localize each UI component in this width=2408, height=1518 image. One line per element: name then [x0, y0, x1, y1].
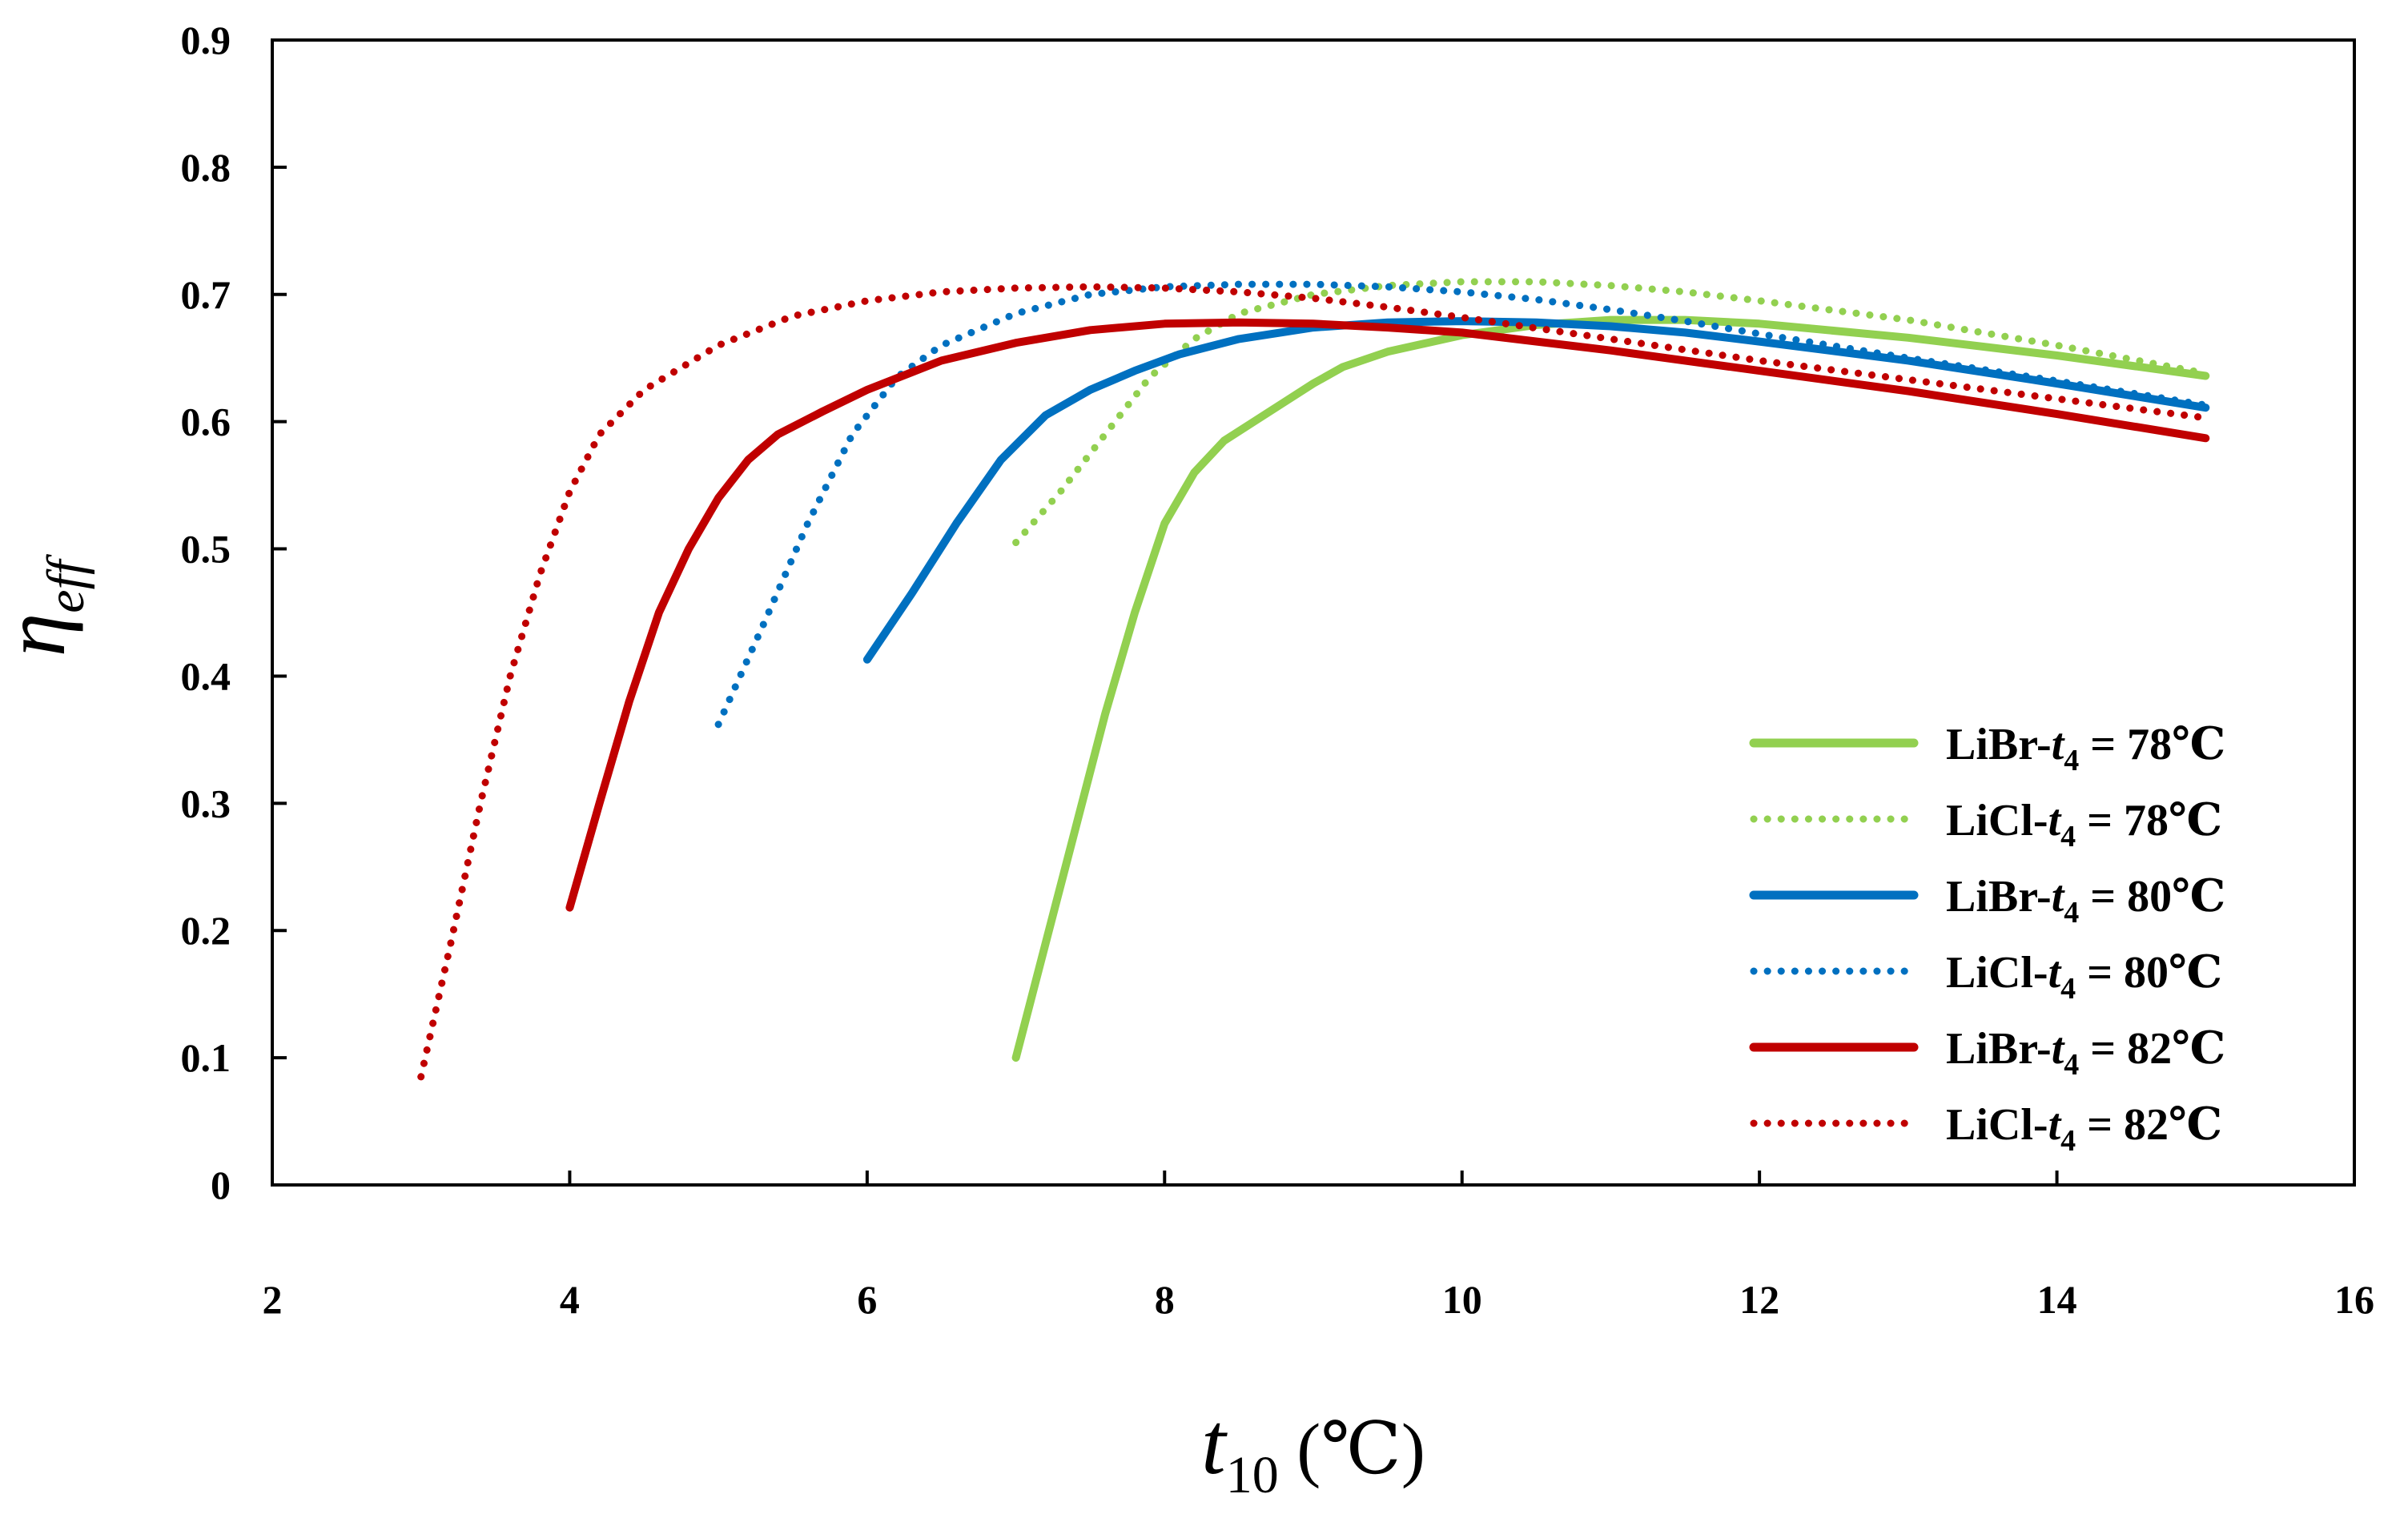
legend-label-4: LiBr-t4 = 82℃ — [1946, 1024, 2225, 1082]
x-tick-label: 14 — [2037, 1277, 2077, 1322]
x-axis-title-sub: 10 — [1226, 1446, 1279, 1504]
y-tick-label: 0.4 — [181, 653, 231, 698]
x-axis-title: t10 (℃) — [1201, 1395, 1425, 1504]
x-tick-label: 10 — [1442, 1277, 1482, 1322]
legend-label-prefix: LiBr- — [1946, 1024, 2052, 1074]
legend-label-prefix: LiCl- — [1946, 948, 2048, 998]
legend-label-1: LiCl-t4 = 78℃ — [1946, 796, 2222, 853]
legend-label-var: t — [2048, 1100, 2062, 1150]
y-tick-label: 0.6 — [181, 400, 231, 444]
x-tick-label: 6 — [857, 1277, 877, 1322]
legend-label-sub: 4 — [2064, 896, 2079, 930]
legend-label-suffix: = 78℃ — [2079, 720, 2225, 769]
y-tick-label: 0.2 — [181, 908, 231, 953]
series-line-0 — [1011, 315, 2210, 1062]
x-tick-label: 8 — [1155, 1277, 1175, 1322]
y-tick-label: 0.5 — [181, 527, 231, 572]
series-line-3 — [714, 280, 2209, 729]
x-tick-label: 16 — [2334, 1277, 2374, 1322]
legend-label-prefix: LiBr- — [1946, 872, 2052, 922]
legend-label-0: LiBr-t4 = 78℃ — [1946, 720, 2225, 777]
legend-label-var: t — [2052, 872, 2065, 922]
y-axis-title-sub: eff — [37, 554, 95, 613]
plot-area — [271, 38, 2356, 1187]
legend-label-2: LiBr-t4 = 80℃ — [1946, 872, 2225, 930]
legend-label-sub: 4 — [2064, 1048, 2079, 1082]
legend-label-var: t — [2048, 796, 2062, 845]
y-tick-label: 0.7 — [181, 272, 231, 317]
legend-label-suffix: = 82℃ — [2079, 1024, 2225, 1074]
x-axis-title-unit: (℃) — [1279, 1410, 1425, 1489]
y-tick-label: 0.3 — [181, 781, 231, 825]
legend-label-3: LiCl-t4 = 80℃ — [1946, 948, 2222, 1006]
y-axis-title-main: η — [0, 613, 83, 657]
y-tick-label: 0.9 — [181, 18, 231, 62]
legend-label-var: t — [2052, 1024, 2065, 1074]
legend-label-suffix: = 78℃ — [2076, 796, 2222, 845]
legend-label-var: t — [2048, 948, 2062, 998]
x-tick-label: 2 — [263, 1277, 283, 1322]
series-line-1 — [1012, 278, 2209, 547]
legend-label-prefix: LiBr- — [1946, 720, 2052, 769]
series-line-4 — [565, 318, 2210, 912]
legend-label-suffix: = 80℃ — [2076, 948, 2222, 998]
legend-label-sub: 4 — [2060, 1124, 2076, 1158]
legend-label-suffix: = 80℃ — [2079, 872, 2225, 922]
legend-label-sub: 4 — [2060, 820, 2076, 853]
legend-label-sub: 4 — [2064, 744, 2079, 777]
legend-label-5: LiCl-t4 = 82℃ — [1946, 1100, 2222, 1158]
x-axis-title-main: t — [1201, 1395, 1228, 1492]
series-layer — [417, 278, 2210, 1081]
legend-label-sub: 4 — [2060, 972, 2076, 1006]
x-tick-label: 12 — [1739, 1277, 1779, 1322]
legend-label-var: t — [2052, 720, 2065, 769]
axis-ticks: 0 0.1 0.2 0.3 0.4 0.5 0.6 0.7 0.8 0.9 2 4 6 8 10 12 14 16 — [181, 18, 2375, 1322]
legend-label-suffix: = 82℃ — [2076, 1100, 2222, 1150]
y-tick-label: 0.1 — [181, 1035, 231, 1080]
legend-label-prefix: LiCl- — [1946, 1100, 2048, 1150]
x-tick-label: 4 — [560, 1277, 580, 1322]
y-axis-title: ηeff — [0, 554, 95, 657]
legend-label-prefix: LiCl- — [1946, 796, 2048, 845]
y-tick-label: 0 — [211, 1163, 231, 1207]
y-tick-label: 0.8 — [181, 145, 231, 190]
